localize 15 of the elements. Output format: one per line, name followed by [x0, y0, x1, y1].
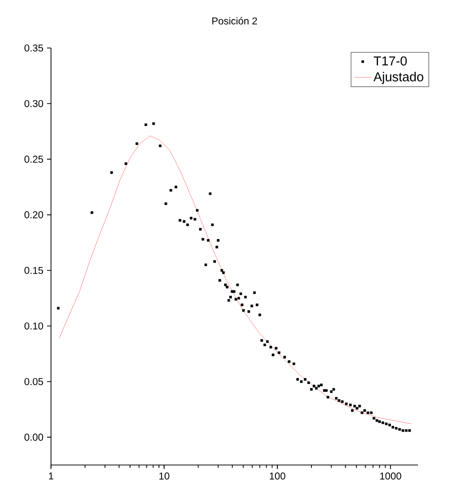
- y-tick-label: 0.15: [24, 266, 44, 274]
- legend-label: Ajustado: [373, 72, 424, 84]
- legend-label: T17-0: [374, 56, 407, 66]
- y-tick-label: 0.00: [24, 434, 44, 441]
- chart-title: Posición 2: [212, 17, 257, 24]
- y-tick-label: 0.20: [24, 211, 44, 218]
- y-tick-label: 0.10: [24, 322, 44, 330]
- y-tick-label: 0.35: [24, 44, 44, 52]
- x-tick-label: 1000: [380, 472, 402, 480]
- x-tick-label: 100: [270, 472, 286, 480]
- y-tick-label: 0.05: [24, 378, 44, 386]
- x-tick-label: 1: [48, 472, 54, 480]
- x-tick-label: 10: [159, 472, 170, 480]
- y-tick-label: 0.25: [24, 156, 44, 163]
- y-tick-label: 0.30: [24, 100, 44, 108]
